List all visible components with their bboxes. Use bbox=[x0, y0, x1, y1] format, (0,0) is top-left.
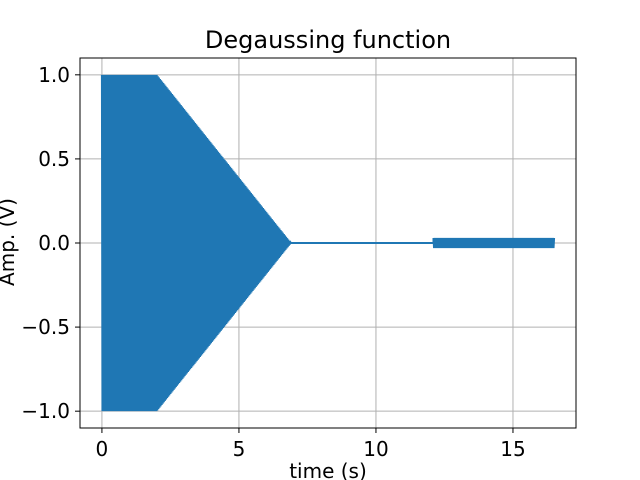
y-tick-label: 0.5 bbox=[38, 147, 70, 171]
series-line bbox=[100, 74, 556, 412]
series-layer bbox=[100, 74, 556, 412]
y-tick-label: −1.0 bbox=[21, 399, 70, 423]
chart-title: Degaussing function bbox=[205, 26, 451, 54]
x-tick-label: 0 bbox=[96, 437, 109, 461]
y-tick-label: −0.5 bbox=[21, 315, 70, 339]
x-axis-label: time (s) bbox=[289, 459, 367, 480]
y-tick-label: 0.0 bbox=[38, 231, 70, 255]
y-axis-label: Amp. (V) bbox=[0, 198, 19, 286]
x-tick-label: 10 bbox=[363, 437, 388, 461]
y-tick-label: 1.0 bbox=[38, 63, 70, 87]
tick-layer: 0 5 10 15 1.0 0.5 0.0 −0.5 −1.0 bbox=[21, 63, 525, 461]
x-tick-label: 15 bbox=[500, 437, 525, 461]
x-tick-label: 5 bbox=[233, 437, 246, 461]
